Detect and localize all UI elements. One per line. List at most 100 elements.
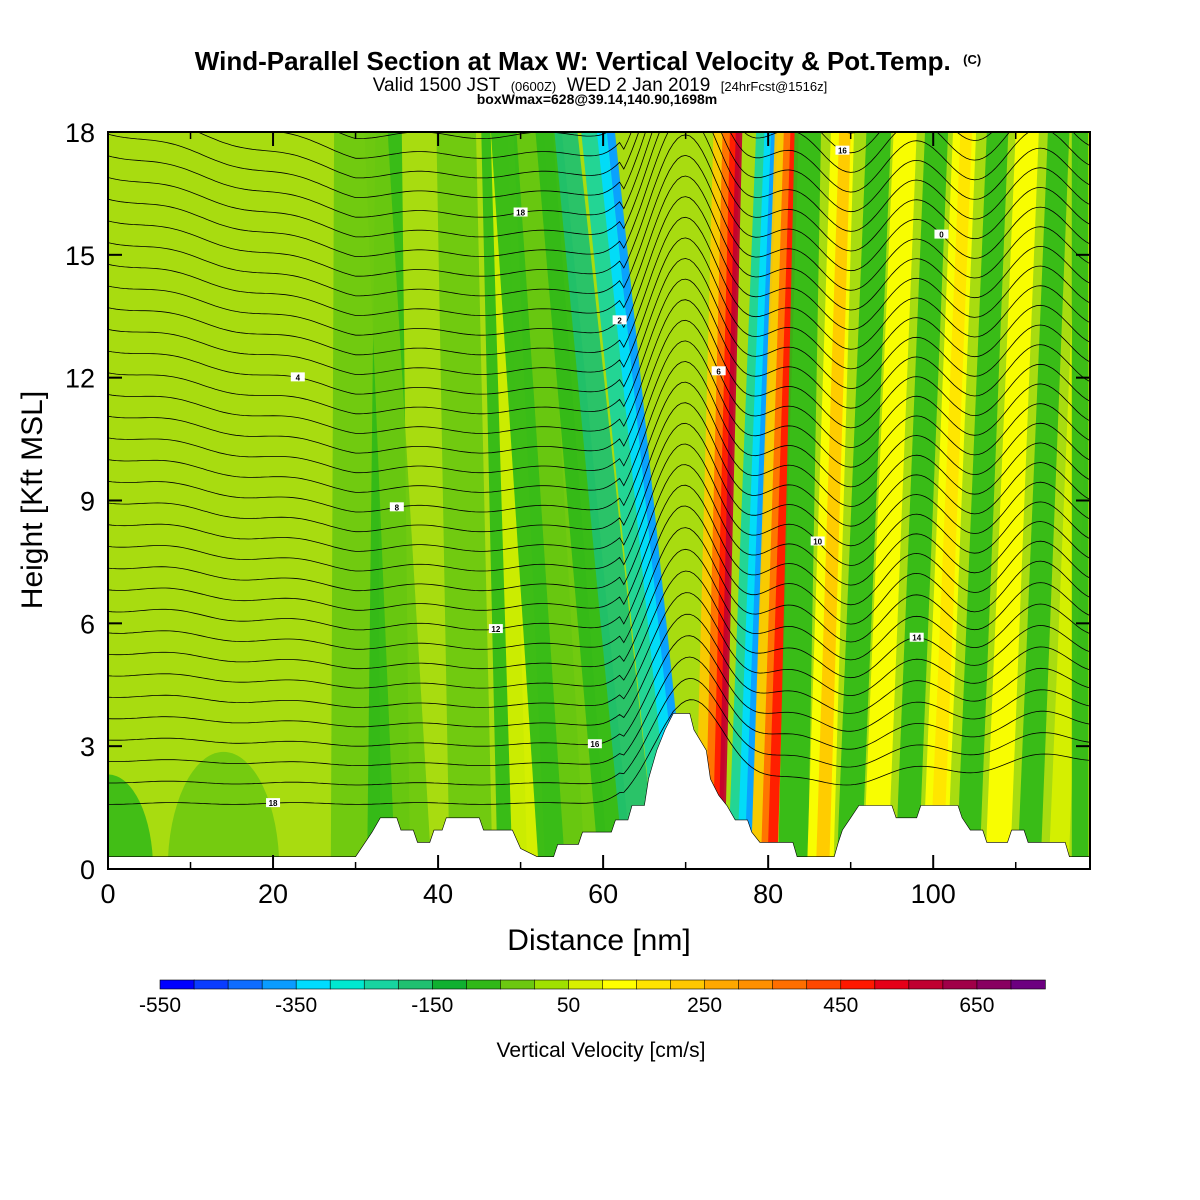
x-tick-label: 0 bbox=[100, 879, 115, 909]
contour-label-bg bbox=[513, 207, 528, 217]
velocity-band bbox=[606, 132, 693, 869]
y-tick-label: 6 bbox=[80, 609, 95, 639]
velocity-band bbox=[717, 132, 743, 869]
velocity-band bbox=[836, 132, 892, 869]
colorbar-tick-label: -550 bbox=[139, 994, 181, 1017]
colorbar: -550 -350 -150 50 250 450 650 Vertical Velocit… bbox=[139, 979, 1046, 1062]
y-tick-label: 12 bbox=[65, 364, 95, 394]
colorbar-swatch bbox=[397, 979, 434, 990]
isentrope-line bbox=[196, 132, 1090, 179]
colorbar-swatch bbox=[840, 979, 876, 990]
svg-text:Wind-Parallel Section at Max W: Wind-Parallel Section at Max W: Vertical… bbox=[195, 46, 981, 76]
velocity-band bbox=[108, 774, 154, 869]
colorbar-tick-label: -350 bbox=[275, 994, 317, 1017]
isentrope-line bbox=[108, 570, 1090, 689]
isentrope-line bbox=[108, 381, 1090, 513]
colorbar-swatch bbox=[704, 979, 740, 990]
velocity-band bbox=[364, 132, 432, 869]
terrain-profile bbox=[107, 713, 1091, 870]
contour-label: 12 bbox=[491, 625, 500, 634]
colorbar-tick-label: 650 bbox=[959, 994, 994, 1017]
y-tick-label: 3 bbox=[80, 732, 95, 762]
contour-label-bg bbox=[835, 145, 850, 155]
isentrope-line bbox=[108, 132, 1090, 218]
isentrope-line bbox=[108, 134, 1090, 277]
x-tick-label: 60 bbox=[588, 879, 618, 909]
colorbar-swatch bbox=[908, 979, 944, 990]
isentrope-line bbox=[108, 132, 1090, 238]
velocity-band bbox=[778, 132, 821, 869]
contour-label: 16 bbox=[590, 740, 599, 749]
velocity-band bbox=[554, 132, 657, 869]
colorbar-swatch bbox=[1010, 979, 1046, 990]
colorbar-swatch bbox=[534, 979, 570, 990]
isentrope-line bbox=[108, 216, 1090, 356]
contour-label: 14 bbox=[912, 634, 921, 643]
colorbar-tick-label: -150 bbox=[411, 994, 453, 1017]
chart-header: Wind-Parallel Section at Max W: Vertical… bbox=[195, 46, 981, 107]
colorbar-swatch bbox=[500, 979, 536, 990]
colorbar-swatch bbox=[466, 979, 502, 990]
isentrope-line bbox=[108, 505, 1090, 631]
y-tick-label: 18 bbox=[65, 118, 95, 148]
colorbar-swatch bbox=[636, 979, 672, 990]
isentrope-line bbox=[108, 548, 1090, 670]
x-tick-label: 80 bbox=[753, 879, 783, 909]
colorbar-swatch bbox=[295, 979, 331, 990]
colorbar-swatches bbox=[159, 979, 1046, 990]
contour-label-bg bbox=[290, 372, 305, 382]
isentrope-line bbox=[108, 464, 1090, 592]
isentrope-line bbox=[108, 484, 1090, 611]
x-tick-label: 100 bbox=[911, 879, 956, 909]
isentrope-line bbox=[108, 132, 1090, 257]
isentrope-line bbox=[108, 527, 1090, 650]
valid-date: WED 2 Jan 2019 bbox=[567, 75, 711, 96]
contour-label: 16 bbox=[838, 147, 847, 156]
colorbar-swatch bbox=[806, 979, 842, 990]
contour-label: 18 bbox=[269, 799, 278, 808]
isentrope-line bbox=[108, 154, 1090, 297]
velocity-band bbox=[863, 132, 917, 869]
contour-label-bg bbox=[934, 229, 949, 239]
contour-label: 2 bbox=[617, 316, 622, 325]
isentrope-line bbox=[108, 196, 1090, 336]
contour-label-bg bbox=[810, 536, 825, 546]
isentrope-line bbox=[108, 175, 1090, 316]
potential-temperature-contours bbox=[108, 112, 1090, 805]
isentrope-line bbox=[108, 361, 1090, 493]
velocity-band bbox=[167, 751, 280, 869]
contour-label-bg bbox=[587, 739, 602, 749]
isentrope-line bbox=[108, 258, 1090, 395]
colorbar-tick-label: 450 bbox=[823, 994, 858, 1017]
velocity-band bbox=[330, 132, 381, 869]
colorbar-swatch bbox=[568, 979, 604, 990]
contour-label: 10 bbox=[813, 537, 822, 546]
colorbar-swatch bbox=[363, 979, 399, 990]
isentrope-line bbox=[339, 112, 859, 119]
isentrope-line bbox=[108, 340, 1090, 474]
isentrope-line bbox=[108, 613, 1090, 728]
colorbar-swatch bbox=[602, 979, 638, 990]
velocity-band bbox=[985, 132, 1039, 869]
isentrope-line bbox=[108, 237, 1090, 375]
contour-label: 0 bbox=[939, 231, 944, 240]
colorbar-title: Vertical Velocity [cm/s] bbox=[497, 1039, 706, 1062]
y-tick-label: 15 bbox=[65, 241, 95, 271]
colorbar-swatch bbox=[976, 979, 1012, 990]
x-tick-label: 20 bbox=[258, 879, 288, 909]
contour-label: 6 bbox=[716, 367, 721, 376]
colorbar-swatch bbox=[227, 979, 263, 990]
isentrope-line bbox=[108, 299, 1090, 434]
isentrope-line bbox=[108, 656, 1090, 766]
colorbar-swatch bbox=[329, 979, 365, 990]
isentrope-line bbox=[108, 422, 1090, 552]
contour-label-bg bbox=[711, 366, 726, 376]
colorbar-swatch bbox=[738, 979, 774, 990]
colorbar-swatch bbox=[261, 979, 297, 990]
box-info: boxWmax=628@39.14,140.90,1698m bbox=[477, 91, 718, 107]
chart-title: Wind-Parallel Section at Max W: Vertical… bbox=[195, 46, 951, 76]
colorbar-swatch bbox=[193, 979, 229, 990]
y-tick-label: 0 bbox=[80, 855, 95, 885]
